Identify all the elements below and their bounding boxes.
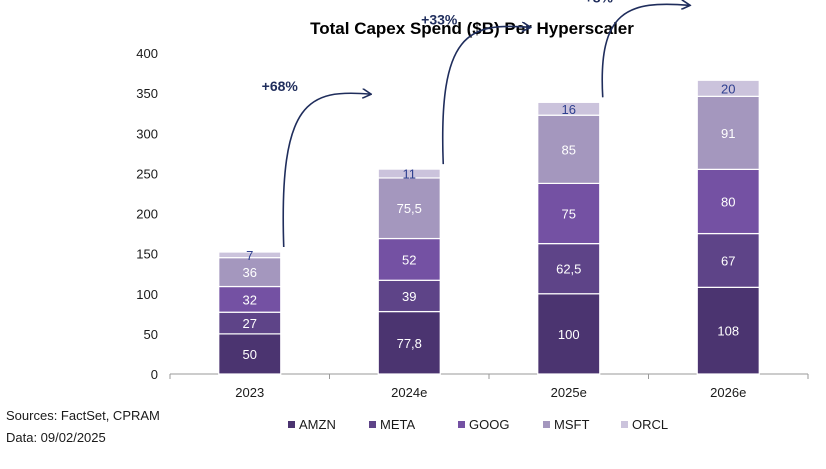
data-date-note: Data: 09/02/2025 — [6, 430, 106, 445]
bar-segment-orcl — [377, 168, 441, 179]
legend-label-msft: MSFT — [554, 417, 589, 432]
growth-arrow — [601, 4, 689, 98]
x-tick-label: 2026e — [710, 385, 746, 400]
bar-segment-meta — [696, 232, 760, 288]
legend-swatch-goog — [458, 421, 465, 428]
legend-swatch-amzn — [288, 421, 295, 428]
growth-arrow — [282, 93, 370, 248]
data-label: 75 — [562, 207, 576, 222]
bar-segment-amzn — [218, 333, 282, 375]
data-label: 67 — [721, 253, 735, 268]
legend-label-meta: META — [380, 417, 415, 432]
data-label: 91 — [721, 126, 735, 141]
bar-segment-msft — [377, 177, 441, 240]
data-label: 27 — [243, 316, 257, 331]
data-label: 36 — [243, 265, 257, 280]
bar-segment-goog — [377, 237, 441, 281]
bars: 50 27 32 36 7 77,8 39 52 75,5 11 100 62,5 75 85 16 108 6… — [218, 79, 760, 375]
y-tick-label: 50 — [144, 327, 158, 342]
axes: 0 50 100 150 200 250 300 350 400 2023 2024e 2025e 20… — [136, 46, 809, 400]
chart-title: Total Capex Spend ($B) Per Hyperscaler — [310, 19, 634, 38]
data-label: 11 — [403, 167, 417, 182]
data-label: 80 — [721, 194, 735, 209]
growth-arrow — [441, 26, 530, 165]
bar-segment-amzn — [696, 286, 760, 375]
y-tick-label: 0 — [151, 367, 158, 382]
legend-label-goog: GOOG — [469, 417, 509, 432]
bar-segment-goog — [218, 285, 282, 313]
x-tick-label: 2023 — [235, 385, 264, 400]
bar-segment-msft — [218, 257, 282, 288]
data-label: 75,5 — [397, 201, 422, 216]
bar-segment-orcl — [696, 79, 760, 97]
y-tick-label: 300 — [136, 126, 158, 141]
legend-swatch-msft — [543, 421, 550, 428]
x-tick-label: 2025e — [551, 385, 587, 400]
data-label: 100 — [558, 327, 580, 342]
legend-label-amzn: AMZN — [299, 417, 336, 432]
data-label: 20 — [721, 81, 735, 96]
growth-label: +68% — [262, 78, 299, 94]
bar-segment-amzn — [537, 293, 601, 375]
bar-segment-msft — [537, 114, 601, 185]
growth-label: +8% — [585, 0, 614, 5]
y-tick-label: 400 — [136, 46, 158, 61]
bar-segment-meta — [537, 242, 601, 295]
data-label: 39 — [402, 289, 416, 304]
data-label: 52 — [402, 252, 416, 267]
data-label: 62,5 — [556, 262, 581, 277]
y-tick-label: 150 — [136, 247, 158, 262]
legend-swatch-orcl — [621, 421, 628, 428]
data-label: 50 — [243, 347, 257, 362]
growth-label: +33% — [421, 11, 458, 27]
y-tick-label: 100 — [136, 287, 158, 302]
bar-segment-meta — [377, 279, 441, 313]
legend: AMZN META GOOG MSFT ORCL — [288, 417, 668, 432]
y-tick-label: 200 — [136, 207, 158, 222]
bar-segment-orcl — [218, 251, 282, 259]
y-tick-label: 250 — [136, 166, 158, 181]
bar-segment-goog — [537, 182, 601, 245]
sources-note: Sources: FactSet, CPRAM — [6, 408, 160, 423]
data-label: 7 — [246, 248, 253, 263]
legend-swatch-meta — [369, 421, 376, 428]
legend-label-orcl: ORCL — [632, 417, 668, 432]
data-label: 85 — [562, 142, 576, 157]
data-label: 32 — [243, 292, 257, 307]
data-label: 16 — [562, 102, 576, 117]
bar-segment-msft — [696, 95, 760, 170]
bar-segment-amzn — [377, 310, 441, 375]
growth-annotations: +68% +33% +8% — [262, 0, 690, 248]
data-label: 108 — [717, 324, 739, 339]
data-label: 77,8 — [397, 336, 422, 351]
x-tick-label: 2024e — [391, 385, 427, 400]
y-tick-label: 350 — [136, 86, 158, 101]
bar-segment-goog — [696, 168, 760, 235]
bar-segment-orcl — [537, 101, 601, 116]
